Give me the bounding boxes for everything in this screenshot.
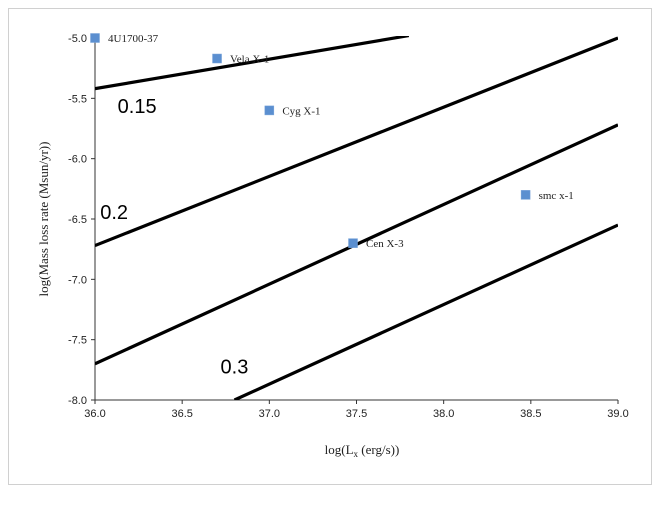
data-point-marker xyxy=(264,105,275,116)
data-point-label: smc x-1 xyxy=(539,190,574,202)
y-tick-label: -6.5 xyxy=(68,214,87,226)
y-tick-label: -7.5 xyxy=(68,335,87,347)
data-point-label: 4U1700-37 xyxy=(108,33,159,45)
chart-frame xyxy=(8,8,652,485)
model-line-1 xyxy=(95,36,410,91)
x-tick-label: 38.0 xyxy=(433,408,454,420)
line-label-2: 0.2 xyxy=(100,202,128,224)
y-tick-label: -5.0 xyxy=(68,33,87,45)
x-tick-label: 36.5 xyxy=(171,408,192,420)
data-point-marker xyxy=(90,33,100,43)
x-axis-label: log(Lx (erg/s)) xyxy=(325,442,400,459)
x-tick-label: 37.5 xyxy=(346,408,367,420)
model-line-4 xyxy=(233,223,618,400)
data-point-label: Cyg X-1 xyxy=(282,105,320,117)
model-line-2 xyxy=(95,36,618,248)
tick-labels: 36.0 36.5 37.0 37.5 38.0 38.5 39.0 -5.0 -5.5 -6.0… xyxy=(68,33,629,420)
y-tick-label: -5.5 xyxy=(68,93,87,105)
line-label-3: 0.3 xyxy=(221,356,249,378)
model-lines xyxy=(95,36,618,400)
data-point-label: Vela X-1 xyxy=(230,54,269,66)
x-tick-label: 39.0 xyxy=(607,408,628,420)
plot-axes xyxy=(91,37,619,404)
x-tick-label: 38.5 xyxy=(520,408,541,420)
line-label-1: 0.15 xyxy=(118,96,157,118)
y-axis-label: log(Mass loss rate (Msun/yr)) xyxy=(36,142,51,297)
data-point-label: Cen X-3 xyxy=(366,238,404,250)
y-tick-label: -7.0 xyxy=(68,274,87,286)
data-points: 4U1700-37 Vela X-1 Cyg X-1 Cen X-3 smc x-1 xyxy=(90,33,574,250)
x-tick-label: 36.0 xyxy=(84,408,105,420)
data-point-marker xyxy=(348,238,358,248)
y-tick-label: -6.0 xyxy=(68,154,87,166)
x-tick-label: 37.0 xyxy=(259,408,280,420)
y-tick-label: -8.0 xyxy=(68,395,87,407)
data-point-marker xyxy=(520,190,531,200)
data-point-marker xyxy=(212,53,222,64)
